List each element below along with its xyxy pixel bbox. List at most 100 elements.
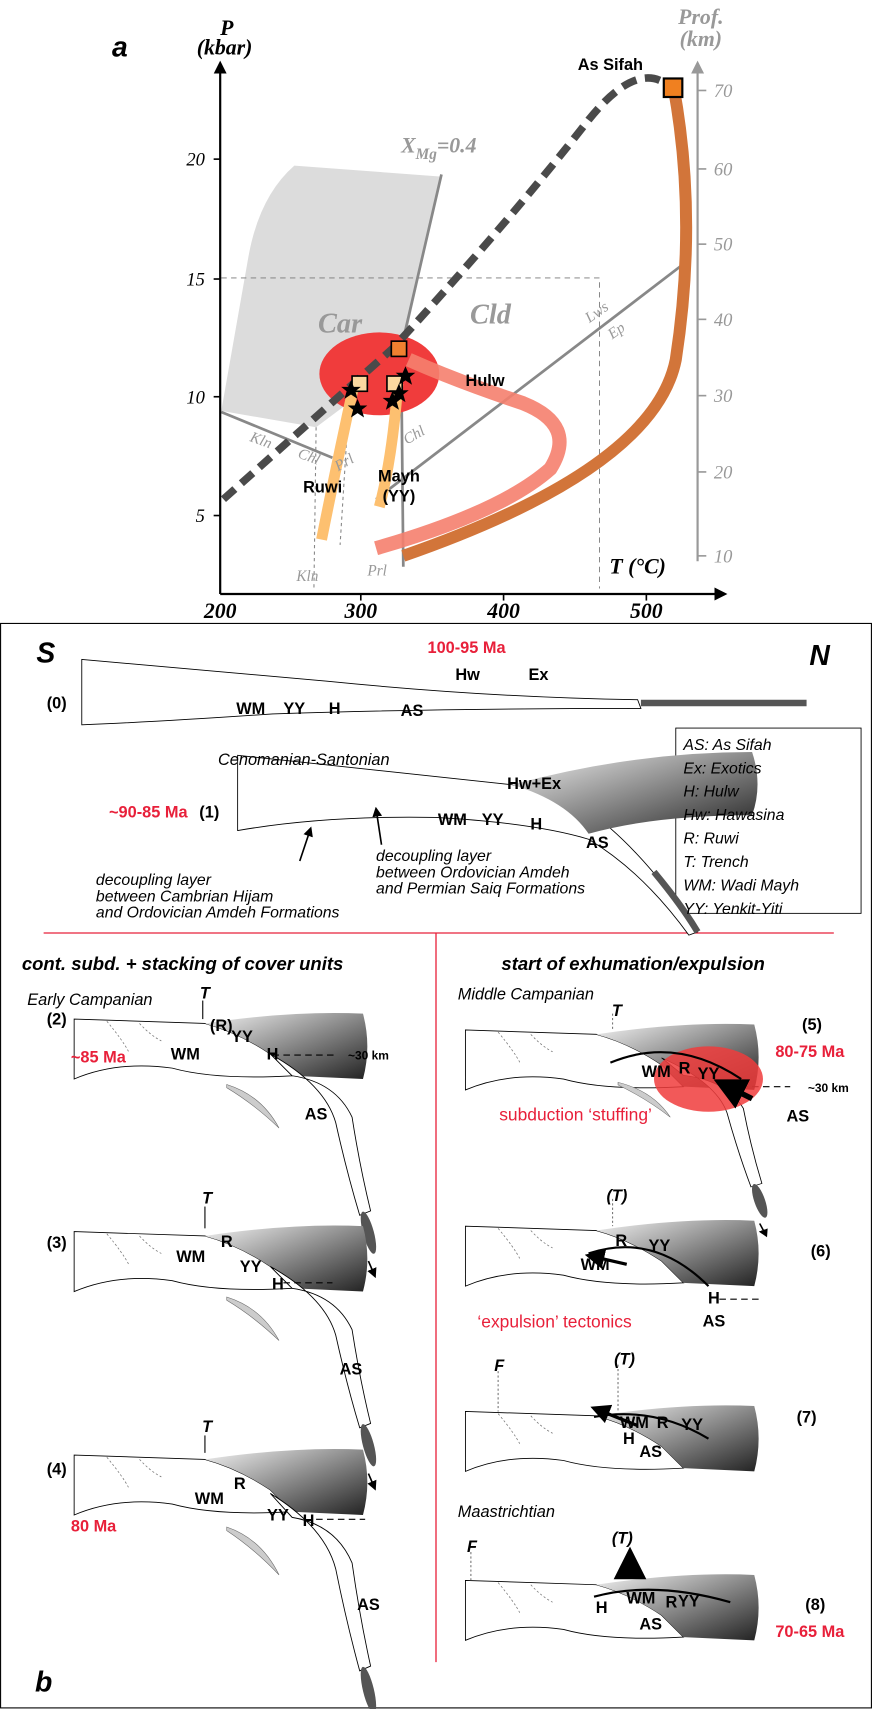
unit-label: H [272,1275,284,1293]
depth-tick-label: 70 [714,81,733,102]
direction-label: N [809,640,830,672]
unit-label: YY [678,1593,700,1611]
pt-path-label: (YY) [383,487,416,505]
stage-number: (4) [47,1461,67,1479]
depth-tick-label: 60 [714,159,733,180]
unit-label: (T) [614,1351,635,1369]
unit-label: WM [581,1256,610,1274]
decoupling-note: between Ordovician Amdeh [376,864,570,881]
stage-number: (1) [199,803,219,821]
unit-label: T [202,1418,214,1436]
unit-label: (T) [612,1529,633,1547]
reaction-label: Chl [296,445,323,469]
unit-label: Hw+Ex [507,775,561,793]
axis-title: T (°C) [609,554,666,578]
legend-entry: WM: Wadi Mayh [683,877,799,894]
unit-label: R [234,1475,246,1493]
depth-label: ~30 km [348,1048,389,1062]
unit-label: WM [642,1063,671,1081]
stage-age: ~90-85 Ma [109,803,188,821]
column-title: start of exhumation/expulsion [501,953,764,974]
axis-unit: (kbar) [197,35,253,59]
unit-label: H [708,1290,720,1308]
stage-number: (8) [805,1596,825,1614]
unit-label: AS [340,1360,363,1378]
stage-number: (2) [47,1011,67,1029]
figure: aP(kbar)5101520200300400500T (°C)Prof.(k… [0,0,872,1709]
axis-title: Prof. [677,5,723,29]
unit-label: F [467,1538,478,1556]
unit-label: Ex [528,666,548,684]
unit-label: Hw [455,666,480,684]
legend-entry: Ex: Exotics [683,760,761,777]
unit-label: R [221,1233,233,1251]
unit-label: YY [681,1416,703,1434]
legend-entry: YY: Yenkit-Yiti [683,901,782,918]
unit-label: AS [401,702,424,720]
field-label: Cld [470,300,512,331]
direction-label: S [36,638,55,670]
y-tick-label: 20 [186,150,205,171]
unit-label: (T) [606,1187,627,1205]
x-tick-label: 300 [343,599,377,623]
isopleth-part: =0.4 [437,134,477,158]
unit-label: H [303,1512,315,1530]
stage-age: 70-65 Ma [775,1623,845,1641]
unit-label: R [666,1594,678,1612]
decoupling-note: between Cambrian Hijam [96,888,273,905]
unit-label: YY [231,1028,253,1046]
stage-note: ‘expulsion’ tectonics [477,1312,632,1332]
axis-unit: (km) [680,27,722,51]
legend-entry: R: Ruwi [683,831,739,848]
pt-path-label: Mayh [378,468,420,486]
unit-label: WM [620,1414,649,1432]
unit-label: WM [236,700,265,718]
stage-period: Cenomanian-Santonian [218,751,390,769]
unit-label: WM [626,1589,655,1607]
y-tick-label: 10 [186,387,205,408]
unit-label: F [494,1357,505,1375]
x-tick-label: 400 [486,599,520,623]
unit-label: H [267,1045,279,1063]
x-tick-label: 500 [630,599,663,623]
depth-label: ~30 km [808,1081,849,1095]
reaction-label: Chl [400,422,428,448]
stage-number: (7) [797,1408,817,1426]
decoupling-note: and Permian Saiq Formations [376,881,585,898]
depth-tick-label: 40 [714,310,733,331]
stage-number: (0) [47,694,67,712]
unit-label: AS [586,834,609,852]
unit-label: AS [639,1615,662,1633]
reaction-label: Kln [295,568,318,585]
y-tick-label: 15 [186,270,205,291]
depth-tick-label: 30 [713,386,733,407]
stage-age: 100-95 Ma [427,639,506,657]
unit-label: (R) [210,1017,233,1035]
unit-label: AS [639,1443,662,1461]
unit-label: T [200,984,212,1002]
legend-entry: H: Hulw [683,784,740,801]
pt-path-label: As Sifah [578,56,643,74]
unit-label: H [329,700,341,718]
isopleth-label: XMg=0.4 [400,134,476,164]
unit-label: YY [283,700,305,718]
isopleth-part: Mg [415,146,438,163]
unit-label: AS [703,1312,726,1330]
y-tick-label: 5 [196,506,205,527]
pt-path-label: Hulw [466,372,505,390]
decoupling-note: decoupling layer [376,848,492,865]
unit-label: YY [698,1065,720,1083]
unit-label: YY [267,1506,289,1524]
legend-entry: T: Trench [683,854,748,871]
stage-number: (3) [47,1234,67,1252]
unit-label: WM [171,1045,200,1063]
unit-label: T [612,1002,624,1020]
decoupling-note: and Ordovician Amdeh Formations [96,905,340,922]
unit-label: YY [482,811,504,829]
stage-period: Maastrichtian [458,1503,555,1521]
reaction-label: Prl [366,562,387,579]
depth-tick-label: 20 [714,462,733,483]
unit-label: R [657,1414,669,1432]
unit-label: AS [305,1105,328,1123]
unit-label: WM [438,811,467,829]
